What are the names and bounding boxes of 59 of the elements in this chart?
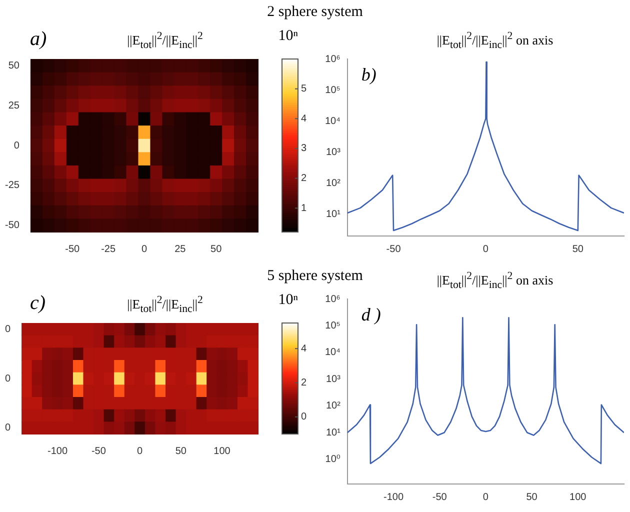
y-tick-label: 10² — [326, 178, 342, 189]
x-tick-label: -100 — [384, 492, 404, 503]
color-bar-label: 0 — [301, 412, 307, 423]
chart-title: ||E$_{tot}$||$^{2}$/||E$_{inc}$||$^{2}$ on axis — [436, 270, 554, 291]
text: 5 sphere system — [267, 268, 363, 284]
x-tick-label: 25 — [174, 244, 186, 255]
color-bar-label: 2 — [301, 378, 307, 389]
y-tick-label: 0 — [5, 422, 11, 434]
y-tick-label: 10¹ — [326, 427, 342, 438]
chart-title: ||E$_{tot}$||$^{2}$/||E$_{inc}$||$^{2}$ — [126, 294, 204, 315]
annotation: d ) — [361, 304, 381, 325]
y-tick-label: 25 — [8, 100, 20, 112]
y-tick-label: 10² — [326, 400, 342, 412]
x-tick-label: 50 — [210, 244, 222, 255]
x-tick-label: -50 — [386, 244, 402, 255]
y-tick-label: 10³ — [326, 374, 342, 385]
color-bar-label: 3 — [301, 143, 307, 154]
y-tick-label: 0 — [5, 373, 11, 384]
y-tick-label: 0 — [5, 324, 11, 335]
x-tick-label: 100 — [570, 492, 587, 503]
y-tick-label: 10⁰ — [325, 454, 340, 466]
color-bar-label: 2 — [301, 173, 307, 184]
x-tick-label: -50 — [65, 244, 80, 255]
y-tick-label: 0 — [14, 140, 20, 152]
text: c) — [30, 292, 46, 315]
x-tick-label: 0 — [482, 492, 489, 503]
color-bar-label: 5 — [301, 84, 307, 95]
x-tick-label: -50 — [432, 492, 448, 503]
x-tick-label: 0 — [137, 446, 143, 457]
y-tick-label: 10³ — [326, 146, 342, 158]
chart-title: ||E$_{tot}$||$^{2}$/||E$_{inc}$||$^{2}$ on axis — [436, 30, 554, 51]
color-bar-label: 1 — [301, 202, 307, 214]
y-tick-label: 10⁶ — [325, 54, 340, 65]
y-tick-label: 50 — [8, 60, 20, 72]
text: 2 sphere system — [266, 4, 364, 21]
chart-title: ||E$_{tot}$||$^{2}$/||E$_{inc}$||$^{2}$ — [126, 30, 204, 51]
x-tick-label: 0 — [141, 244, 148, 255]
x-tick-label: 50 — [526, 492, 538, 503]
x-tick-label: 50 — [572, 244, 584, 255]
color-bar-title: 10ⁿ — [278, 292, 298, 309]
color-bar-label: 4 — [301, 113, 307, 124]
color-bar-title: 10ⁿ — [278, 28, 298, 45]
y-tick-label: 10⁶ — [325, 294, 340, 305]
y-tick-label: 10⁴ — [325, 116, 340, 127]
color-bar-label: 4 — [301, 343, 307, 354]
x-tick-label: 0 — [482, 244, 489, 255]
x-tick-label: -25 — [101, 244, 116, 255]
y-tick-label: -50 — [5, 220, 20, 232]
y-tick-label: -25 — [5, 180, 20, 192]
annotation: b) — [361, 64, 376, 85]
x-tick-label: -50 — [91, 446, 106, 457]
x-tick-label: 100 — [214, 446, 231, 457]
x-tick-label: 50 — [175, 446, 187, 457]
y-tick-label: 10⁵ — [325, 320, 340, 332]
y-tick-label: 10¹ — [326, 209, 342, 220]
y-tick-label: 10⁴ — [325, 347, 340, 358]
x-tick-label: -100 — [48, 446, 68, 457]
text: a) — [30, 28, 47, 51]
y-tick-label: 10⁵ — [325, 84, 340, 96]
